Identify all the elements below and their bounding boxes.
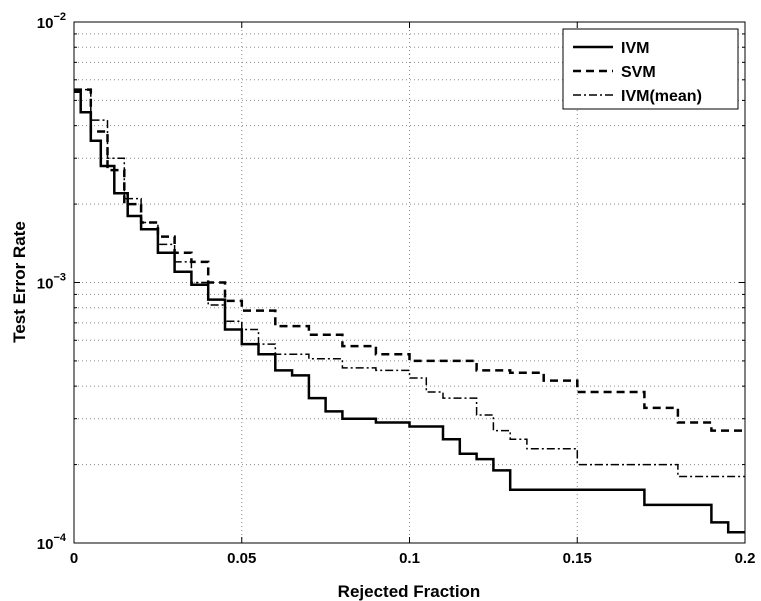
y-tick-label: 10−2 bbox=[37, 11, 66, 32]
y-axis-label: Test Error Rate bbox=[10, 221, 29, 343]
x-tick-label: 0.05 bbox=[227, 550, 256, 567]
x-tick-label: 0 bbox=[70, 550, 78, 567]
legend: IVM SVM IVM(mean) bbox=[562, 28, 739, 110]
series-lines bbox=[74, 88, 745, 534]
series-line-ivm bbox=[74, 90, 745, 534]
ticks: 0 0.05 0.1 0.15 0.2 10−4 10−3 10−2 bbox=[37, 11, 756, 567]
legend-label-ivm: IVM bbox=[621, 40, 649, 57]
grid bbox=[74, 22, 745, 543]
legend-label-ivm-mean: IVM(mean) bbox=[621, 88, 702, 105]
legend-label-svm: SVM bbox=[621, 64, 656, 81]
y-tick-label: 10−4 bbox=[37, 532, 67, 553]
x-tick-label: 0.2 bbox=[735, 550, 756, 567]
x-tick-label: 0.15 bbox=[563, 550, 592, 567]
x-axis-label: Rejected Fraction bbox=[338, 582, 481, 601]
x-tick-label: 0.1 bbox=[399, 550, 420, 567]
series-line-ivm-mean bbox=[74, 88, 745, 478]
y-tick-label: 10−3 bbox=[37, 272, 66, 293]
